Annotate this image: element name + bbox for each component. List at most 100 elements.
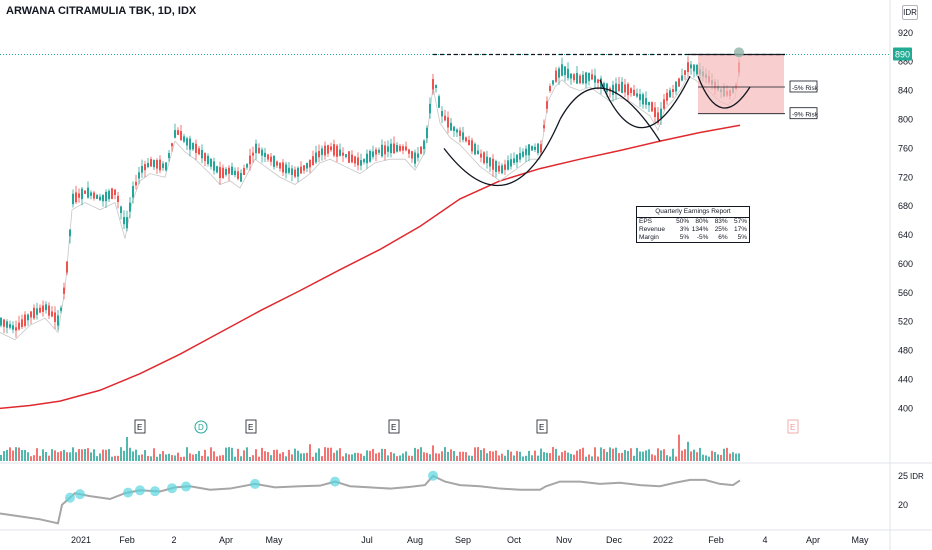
volume-bar	[558, 455, 560, 461]
volume-bar	[315, 452, 317, 461]
volume-bar	[342, 456, 344, 461]
candle-body	[558, 68, 560, 78]
price-tick-label: 400	[898, 403, 913, 413]
volume-bar	[177, 452, 179, 461]
row-label: Revenue	[639, 226, 666, 233]
candle-body	[516, 154, 518, 163]
candle-body	[534, 146, 536, 150]
candle-body	[210, 158, 212, 167]
candle-body	[423, 140, 425, 150]
volume-bar	[324, 447, 326, 461]
volume-bar	[3, 451, 5, 461]
candle-body	[459, 130, 461, 136]
volume-bar	[714, 452, 716, 461]
volume-bar	[66, 452, 68, 461]
volume-bar	[39, 455, 41, 461]
volume-bar	[498, 455, 500, 461]
rs-line-pane: 25 20 IDR	[0, 470, 932, 531]
candle-body	[438, 96, 440, 108]
candle-body	[21, 319, 23, 327]
volume-bar	[555, 448, 557, 461]
volume-bar	[405, 451, 407, 461]
candle-body	[192, 142, 194, 150]
candle-body	[642, 94, 644, 105]
volume-bar	[264, 451, 266, 461]
candle-body	[165, 162, 167, 171]
volume-bar	[150, 456, 152, 461]
volume-bar	[705, 455, 707, 461]
volume-bar	[408, 455, 410, 461]
volume-bar	[111, 456, 113, 461]
candle-body	[480, 153, 482, 158]
candle-body	[141, 165, 143, 173]
volume-bar	[360, 453, 362, 461]
volume-bar	[240, 456, 242, 461]
volume-bar	[189, 453, 191, 461]
volume-bar	[138, 455, 140, 461]
earnings-report-title: Quarterly Earnings Report	[637, 207, 749, 218]
volume-bar	[615, 447, 617, 461]
candle-body	[573, 74, 575, 81]
candle-body	[87, 187, 89, 198]
volume-bar	[33, 455, 35, 461]
cell: 83%	[714, 218, 728, 225]
candle-body	[9, 324, 11, 328]
candle-body	[399, 145, 401, 151]
earnings-marker	[787, 419, 799, 434]
volume-bar	[258, 456, 260, 461]
candle-body	[18, 322, 20, 330]
currency-badge[interactable]: IDR	[902, 5, 918, 20]
volume-bar	[483, 448, 485, 461]
candle-body	[348, 151, 350, 163]
candle-body	[168, 153, 170, 159]
candle-body	[678, 78, 680, 87]
volume-bar	[279, 453, 281, 461]
price-tick-label: 480	[898, 346, 913, 356]
volume-bar	[282, 452, 284, 461]
candle-body	[378, 149, 380, 153]
volume-bar	[468, 455, 470, 461]
volume-bar	[393, 453, 395, 461]
candle-body	[198, 148, 200, 155]
candle-body	[504, 164, 506, 170]
volume-bar	[210, 447, 212, 461]
volume-bar	[732, 452, 734, 461]
volume-bar	[363, 455, 365, 461]
candle-body	[555, 70, 557, 82]
volume-bar	[327, 447, 329, 461]
volume-bar	[594, 447, 596, 461]
volume-bar	[666, 455, 668, 461]
candle-body	[492, 158, 494, 170]
volume-bar	[567, 452, 569, 461]
moving-average-line	[0, 65, 741, 410]
volume-bar	[501, 453, 503, 461]
rs-highlight	[330, 476, 340, 487]
volume-bar	[669, 456, 671, 461]
candle-body	[513, 158, 515, 163]
candle-body	[285, 164, 287, 174]
volume-bar	[621, 452, 623, 461]
candle-body	[696, 64, 698, 75]
candle-body	[444, 115, 446, 121]
volume-bar	[696, 452, 698, 461]
candle-body	[108, 190, 110, 200]
candle-body	[129, 202, 131, 212]
candle-body	[258, 147, 260, 154]
candle-body	[417, 153, 419, 158]
volume-bar	[603, 449, 605, 461]
volume-bar	[432, 445, 434, 461]
candle-body	[207, 155, 209, 165]
volume-bar	[513, 455, 515, 461]
candle-body	[123, 216, 125, 225]
earnings-marker	[245, 419, 257, 434]
rs-highlight	[428, 470, 438, 481]
volume-bar	[426, 452, 428, 461]
volume-bar	[357, 452, 359, 461]
candle-body	[255, 143, 257, 154]
volume-bar	[645, 450, 647, 461]
candle-body	[681, 75, 683, 81]
candle-body	[318, 151, 320, 158]
candle-body	[279, 162, 281, 169]
time-tick-label: Jul	[361, 535, 373, 545]
